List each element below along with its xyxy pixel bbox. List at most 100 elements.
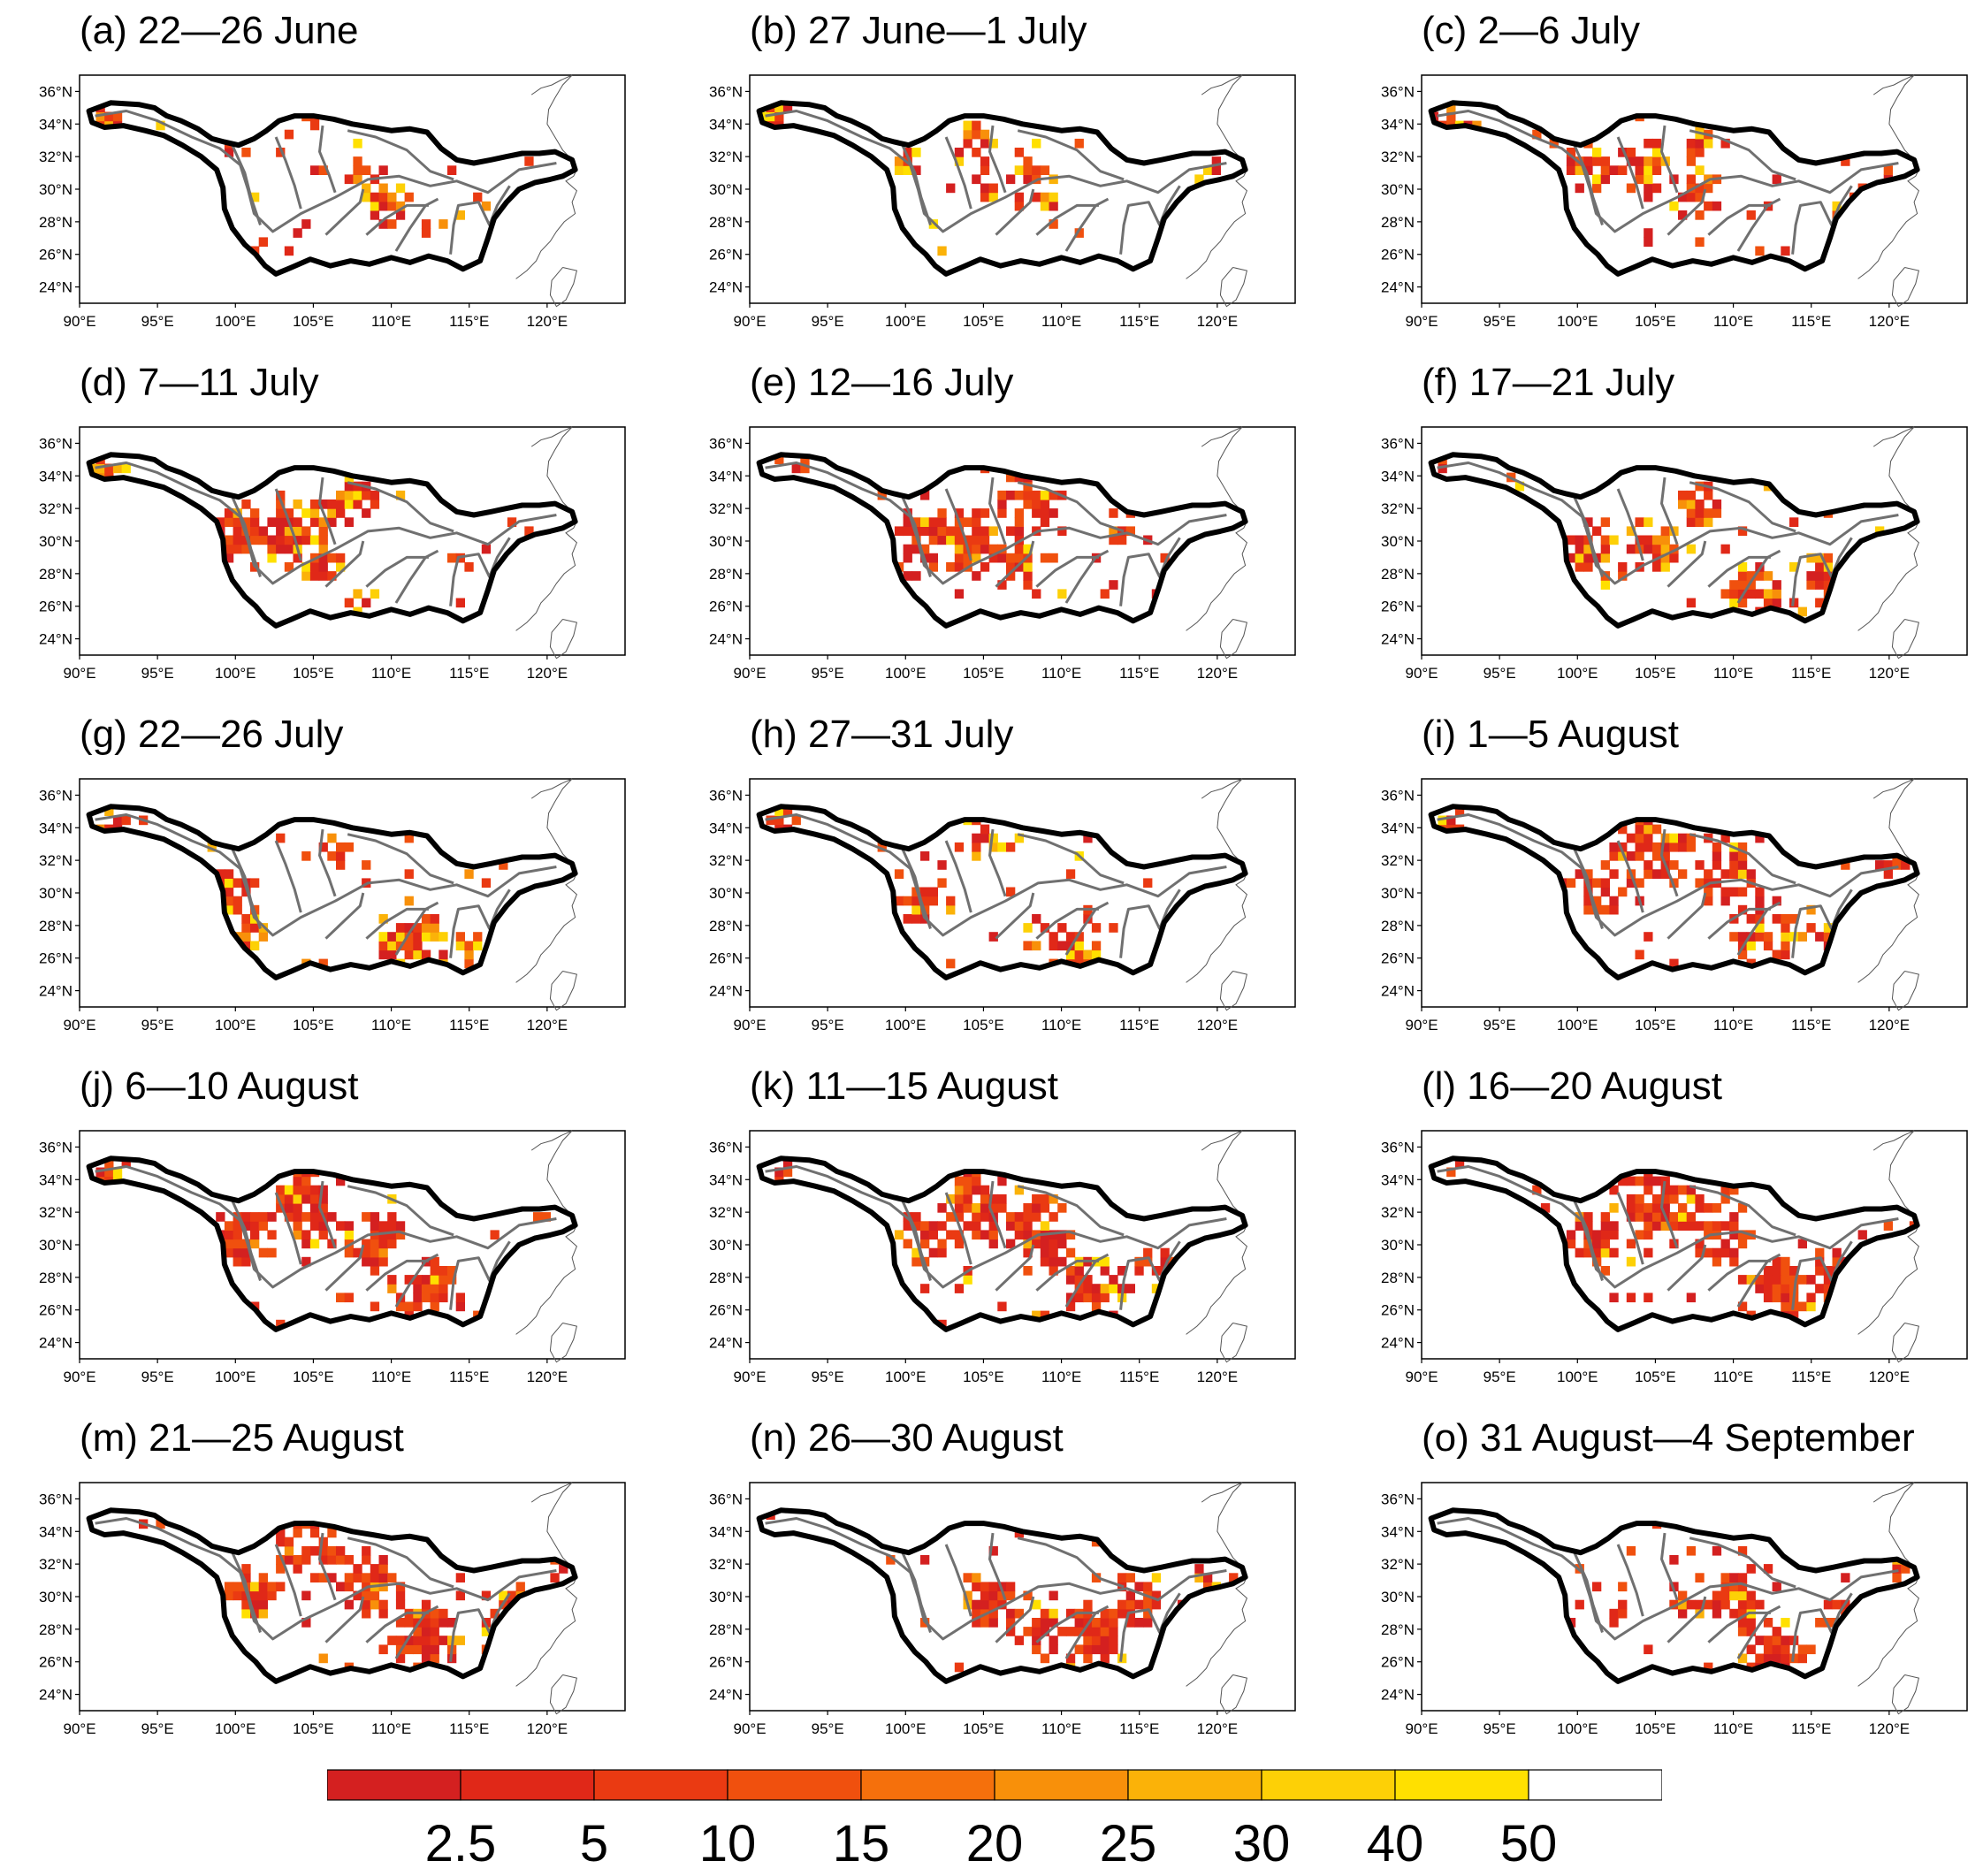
shaded-cell (972, 517, 981, 527)
shaded-cell (370, 1573, 380, 1582)
river-line (274, 1192, 302, 1265)
shaded-cell (1006, 1590, 1016, 1601)
shaded-cell (1781, 1644, 1790, 1655)
shaded-cell (1014, 192, 1024, 202)
shaded-cell (112, 463, 123, 474)
shaded-cell (318, 1193, 328, 1204)
shaded-cell (920, 526, 930, 537)
shaded-cell (1704, 1203, 1713, 1213)
river-line (365, 1259, 429, 1292)
shaded-cell (954, 526, 965, 537)
lat-tick-label: 26°N (39, 1302, 72, 1319)
lat-tick-label: 36°N (709, 1139, 743, 1155)
lat-tick-label: 32°N (709, 1556, 743, 1573)
shaded-cell (1797, 1301, 1807, 1312)
shaded-cell (309, 1239, 320, 1249)
shaded-cell (954, 1193, 965, 1204)
shaded-cell (1815, 580, 1825, 590)
shaded-cell (1729, 1608, 1739, 1619)
lat-tick-label: 26°N (709, 1302, 743, 1319)
shaded-cell (920, 1221, 930, 1231)
shaded-cell (1091, 1636, 1102, 1645)
shaded-cell (224, 869, 234, 879)
river-line (1437, 813, 1899, 937)
shaded-cell (1049, 1266, 1058, 1276)
lon-tick-label: 100°E (885, 1017, 927, 1033)
river-line (988, 125, 1007, 194)
lat-tick-label: 30°N (1381, 181, 1415, 198)
river-line (901, 144, 932, 225)
shaded-cell (1823, 1266, 1834, 1276)
shaded-cell (1635, 1230, 1644, 1240)
lat-tick-label: 24°N (39, 983, 72, 1000)
shaded-cell (276, 526, 286, 537)
river-line (1736, 901, 1781, 956)
shaded-cell (1100, 1293, 1110, 1303)
lat-tick-label: 32°N (1381, 500, 1415, 517)
shaded-cell (988, 183, 998, 194)
shaded-cell (1763, 941, 1773, 951)
shaded-cell (1065, 949, 1076, 960)
shaded-cell (1540, 1203, 1551, 1213)
shaded-cell (1143, 1247, 1153, 1258)
shaded-cell (455, 932, 465, 942)
river-line (1119, 888, 1181, 958)
shaded-cell (233, 1582, 242, 1592)
shaded-cell (911, 571, 921, 581)
lat-tick-label: 34°N (39, 1523, 72, 1540)
shaded-cell (515, 1582, 525, 1592)
shaded-cell (293, 1230, 302, 1240)
shaded-cell (336, 851, 346, 861)
lon-tick-label: 95°E (812, 313, 844, 330)
shaded-cell (1669, 1193, 1679, 1204)
shaded-cell (309, 500, 320, 509)
shaded-cell (1797, 932, 1807, 942)
shaded-cell (1823, 1275, 1834, 1285)
lat-tick-label: 34°N (39, 468, 72, 484)
lon-tick-label: 120°E (1869, 1017, 1911, 1033)
shaded-cell (284, 1212, 294, 1222)
river-line (324, 892, 365, 940)
shaded-cell (782, 103, 793, 112)
shaded-cell (954, 1185, 965, 1195)
shaded-cell (1600, 878, 1610, 888)
shaded-cell (1763, 1293, 1773, 1303)
shaded-cell (1755, 571, 1765, 581)
shaded-cell (267, 1230, 277, 1240)
shaded-cell (455, 1636, 465, 1645)
river-line (1736, 1605, 1781, 1659)
shaded-cell (112, 815, 123, 826)
shaded-cell (946, 896, 956, 906)
shaded-cell (920, 490, 930, 500)
shaded-cell (387, 1284, 397, 1293)
shaded-cell (946, 958, 956, 969)
shaded-cell (1626, 148, 1636, 157)
shaded-cell (1712, 201, 1722, 211)
lon-tick-label: 115°E (1119, 665, 1159, 682)
shaded-cell (1651, 544, 1662, 554)
shaded-cell (1032, 1239, 1041, 1249)
lon-tick-label: 115°E (1119, 1017, 1159, 1033)
shaded-cell (378, 183, 388, 194)
shaded-cell (1746, 1644, 1756, 1655)
shaded-cell (293, 1528, 302, 1538)
shaded-cell (1704, 201, 1713, 211)
lat-tick-label: 24°N (709, 1335, 743, 1352)
shaded-cell (233, 1239, 242, 1249)
shaded-cell (1841, 156, 1850, 166)
shaded-cell (439, 1608, 448, 1619)
shaded-cell (1065, 1266, 1076, 1276)
shaded-cell (1151, 1599, 1162, 1610)
shaded-cell (1772, 598, 1781, 608)
shaded-cell (1797, 606, 1807, 617)
shaded-cell (1644, 824, 1653, 835)
shaded-cell (250, 517, 260, 527)
shaded-cell (1583, 544, 1593, 554)
shaded-cell (903, 1239, 912, 1249)
shaded-cell (413, 923, 423, 933)
shaded-cell (1125, 1590, 1135, 1601)
shaded-cell (1669, 1239, 1679, 1249)
shaded-cell (318, 1573, 328, 1582)
river-line (1666, 1244, 1707, 1292)
lon-tick-label: 120°E (1869, 1369, 1911, 1385)
